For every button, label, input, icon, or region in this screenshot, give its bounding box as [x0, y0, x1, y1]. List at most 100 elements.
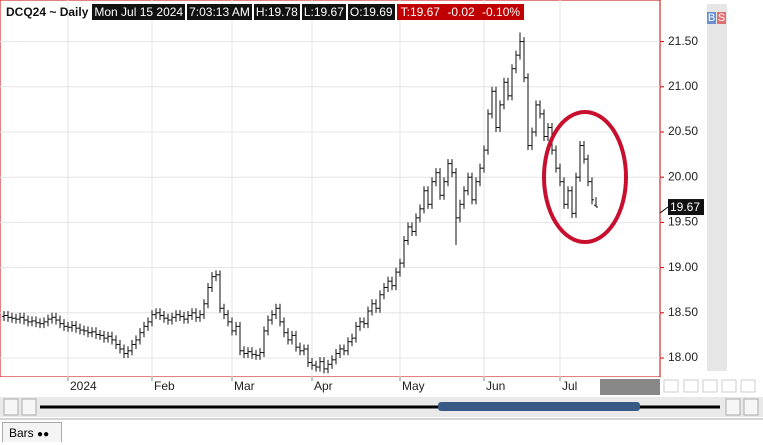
ohlc-bar: [114, 335, 118, 349]
ohlc-bar: [78, 323, 82, 335]
ohlc-bar: [566, 186, 570, 209]
ohlc-bar: [406, 222, 410, 246]
ohlc-bar: [94, 327, 98, 340]
ohlc-bar: [46, 314, 50, 327]
ohlc-bar: [350, 333, 354, 347]
tab[interactable]: Bars ●●: [2, 422, 62, 442]
ohlc-bar: [318, 357, 322, 372]
ohlc-bar: [90, 327, 94, 338]
ohlc-bar: [518, 32, 522, 60]
ohlc-bar: [154, 308, 158, 320]
buy-button[interactable]: B: [707, 12, 716, 24]
ohlc-bar: [382, 282, 386, 300]
scroll-left-end[interactable]: [3, 398, 19, 416]
ohlc-bar: [182, 311, 186, 324]
ohlc-bar: [198, 310, 202, 322]
x-tick-label: May: [402, 379, 425, 393]
ohlc-bar: [138, 328, 142, 345]
ohlc-bar: [70, 320, 74, 332]
ohlc-bar: [206, 282, 210, 309]
ohlc-bar: [390, 276, 394, 291]
buy-sell: B S: [707, 12, 726, 24]
ohlc-bar: [562, 177, 566, 209]
x-tick-label: Apr: [314, 379, 333, 393]
scroll-right[interactable]: [725, 398, 741, 416]
ohlc-bar: [450, 159, 454, 178]
ohlc-bar: [250, 347, 254, 359]
ohlc-bar: [218, 270, 222, 313]
ohlc-bar: [214, 270, 218, 282]
tool-buttons[interactable]: [663, 379, 756, 393]
ohlc-bar: [130, 339, 134, 356]
ohlc-bar: [378, 290, 382, 313]
ohlc-bar: [586, 154, 590, 187]
info: L:19.67: [301, 4, 346, 20]
ohlc-bar: [478, 163, 482, 187]
ohlc-bar: [118, 339, 122, 354]
x-tick-label: Jun: [486, 379, 505, 393]
ohlc-bar: [314, 360, 318, 372]
ohlc-bar: [470, 172, 474, 205]
ohlc-bar: [366, 306, 370, 329]
ohlc-bar: [582, 141, 586, 164]
ohlc-bar: [170, 312, 174, 325]
ohlc-bar: [226, 310, 230, 327]
x-tick-label: Feb: [154, 379, 175, 393]
tool-button[interactable]: [702, 379, 718, 393]
ohlc-bar: [14, 313, 18, 324]
tool-button[interactable]: [721, 379, 737, 393]
tool-button[interactable]: [740, 379, 756, 393]
ohlc-bar: [410, 222, 414, 236]
ohlc-bar: [98, 329, 102, 340]
y-tick-label: 18.50: [668, 305, 698, 319]
ohlc-bar: [186, 311, 190, 324]
ohlc-bar: [590, 177, 594, 205]
ohlc-bar: [494, 86, 498, 132]
ohlc-bar: [438, 168, 442, 200]
ohlc-bar: [246, 347, 250, 359]
ohlc-bar: [310, 358, 314, 370]
price-tag-label: 19.67: [670, 200, 700, 214]
ohlc-bar: [458, 199, 462, 223]
ohlc-bar: [526, 73, 530, 151]
y-tick-label: 21.50: [668, 34, 698, 48]
tool-button[interactable]: [663, 379, 679, 393]
scroll-right-end[interactable]: [743, 398, 759, 416]
ohlc-bar: [370, 299, 374, 316]
ohlc-bar: [570, 186, 574, 218]
ohlc-bar: [322, 357, 326, 374]
ohlc-bar: [242, 346, 246, 359]
last: T:19.67: [400, 5, 440, 19]
ohlc-bar: [178, 310, 182, 321]
ohlc-bar: [446, 159, 450, 187]
ohlc-bar: [502, 77, 506, 110]
ohlc-bar: [202, 299, 206, 320]
ohlc-bar: [418, 204, 422, 223]
ohlc-bar: [454, 168, 458, 246]
sell-button[interactable]: S: [717, 12, 726, 24]
tab-icon: ●●: [37, 429, 50, 440]
ohlc-bar: [442, 177, 446, 200]
y-tick-label: 19.50: [668, 215, 698, 229]
tab-label: Bars: [9, 426, 34, 440]
tool-button[interactable]: [683, 379, 699, 393]
ohlc-bar: [430, 177, 434, 209]
ohlc-bar: [162, 311, 166, 323]
ohlc-bar: [342, 344, 346, 356]
ohlc-bar: [558, 163, 562, 187]
ohlc-bar: [398, 258, 402, 277]
ohlc-bar: [394, 267, 398, 291]
ohlc-bar: [286, 328, 290, 345]
ohlc-bar: [402, 235, 406, 268]
ohlc-bar: [574, 172, 578, 218]
ohlc-bar: [594, 197, 598, 208]
scroll-left[interactable]: [21, 398, 37, 416]
scroll-thumb[interactable]: [438, 402, 640, 411]
ohlc-bar: [354, 321, 358, 343]
change: -0.02: [447, 5, 475, 19]
y-tick-label: 19.00: [668, 260, 698, 274]
ohlc-bar: [306, 344, 310, 368]
info: 7:03:13 AM: [187, 4, 252, 20]
